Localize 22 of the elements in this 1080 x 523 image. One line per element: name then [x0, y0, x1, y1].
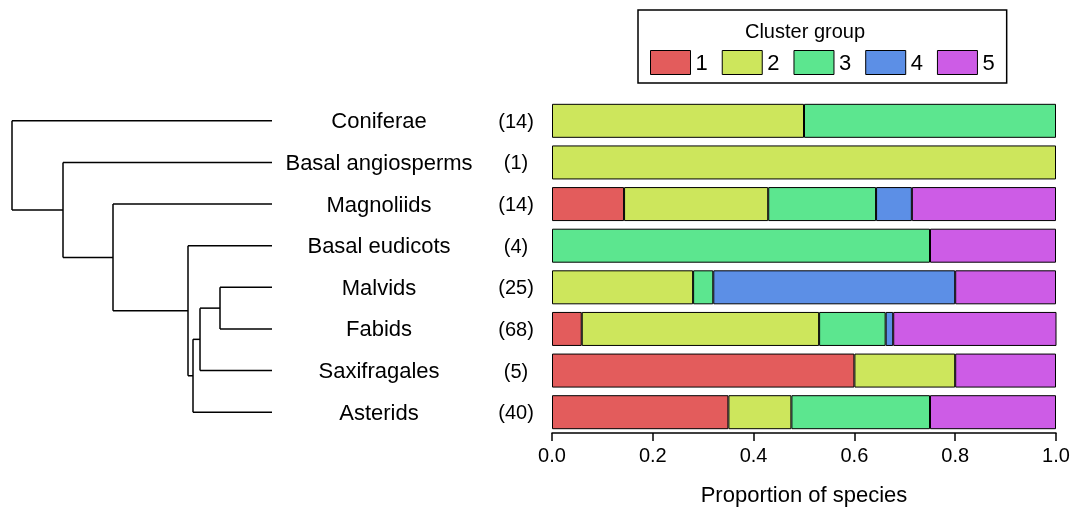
x-tick-label: 1.0: [1042, 444, 1070, 466]
bar: [552, 145, 1056, 180]
x-tick-label: 0.2: [638, 444, 667, 466]
legend-label: 5: [982, 50, 995, 75]
x-tick-label: 0.4: [739, 444, 768, 466]
category-label: Saxifragales (5): [318, 358, 529, 384]
legend-label: 2: [767, 50, 780, 75]
category-label: Basal angiosperms (1): [285, 149, 529, 175]
category-label: Malvids (25): [341, 274, 534, 300]
x-tick-label: 0.6: [840, 444, 869, 466]
legend-title: Cluster group: [744, 20, 866, 42]
legend-label: 4: [910, 50, 923, 75]
legend-label: 3: [838, 50, 852, 75]
x-tick-label: 0.8: [941, 444, 970, 466]
category-label: Magnoliids (14): [326, 191, 534, 217]
legend-label: 1: [695, 50, 708, 75]
x-axis-title: Proportion of species: [700, 481, 908, 507]
x-tick-label: 0.0: [538, 444, 566, 466]
category-label: Basal eudicots (4): [307, 233, 529, 259]
category-label: Asterids (40): [339, 399, 534, 425]
category-label: Coniferae (14): [331, 108, 534, 134]
category-label: Fabids (68): [345, 316, 534, 342]
